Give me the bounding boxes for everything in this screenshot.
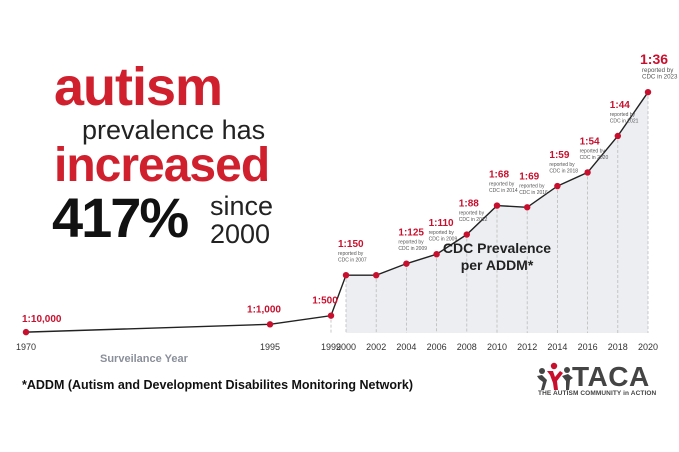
data-note-2008-1: reported by	[459, 211, 485, 217]
data-label-2008: 1:88	[459, 199, 479, 210]
data-note-2016-2: CDC in 2020	[580, 155, 609, 161]
data-note-2018-2: CDC in 2021	[610, 118, 639, 124]
x-tick-2008: 2008	[457, 342, 477, 352]
data-note-2008-2: CDC in 2012	[459, 217, 488, 223]
marker-2000	[342, 271, 350, 279]
marker-1970	[22, 328, 30, 336]
marker-1999	[327, 312, 335, 319]
data-label-2004: 1:125	[398, 228, 424, 239]
data-note-2000-2: CDC in 2007	[338, 258, 367, 264]
data-label-1999: 1:500	[312, 296, 338, 307]
marker-1995	[266, 321, 274, 328]
data-label-2010: 1:68	[489, 170, 509, 181]
footnote: *ADDM (Autism and Development Disabilite…	[22, 378, 414, 392]
data-note-2006-1: reported by	[429, 230, 455, 236]
data-note-2004-2: CDC in 2009	[398, 246, 427, 252]
headline-prevalence-has: prevalence has	[82, 115, 266, 145]
data-note-2018-1: reported by	[610, 112, 636, 118]
x-tick-2020: 2020	[638, 342, 658, 352]
data-note-2006-2: CDC in 2009	[429, 237, 458, 243]
x-tick-2000: 2000	[336, 342, 356, 352]
headline-year: 2000	[210, 219, 271, 250]
data-label-1995: 1:1,000	[247, 304, 281, 315]
data-label-1970: 1:10,000	[22, 314, 62, 325]
marker-2002	[373, 271, 380, 279]
prevalence-area	[346, 92, 648, 334]
data-label-2006: 1:110	[429, 218, 454, 229]
marker-2020	[644, 88, 652, 96]
data-label-2000: 1:150	[338, 239, 364, 250]
x-tick-1970: 1970	[16, 342, 36, 352]
data-note-2020-2: CDC in 2023	[642, 74, 678, 81]
data-note-2000-1: reported by	[338, 251, 364, 257]
data-note-2014-2: CDC in 2018	[549, 169, 578, 175]
x-tick-1995: 1995	[260, 342, 280, 352]
marker-2010	[493, 202, 501, 209]
x-tick-2006: 2006	[427, 342, 447, 352]
marker-2008	[463, 231, 470, 238]
marker-2016	[584, 169, 591, 176]
chart-title-line-1: CDC Prevalence	[443, 240, 551, 256]
data-note-2016-1: reported by	[580, 148, 606, 154]
data-note-2014-1: reported by	[549, 162, 575, 168]
x-tick-2018: 2018	[608, 342, 628, 352]
headline-percent: 417%	[52, 186, 189, 249]
taca-logo: TACA THE AUTISM COMMUNITY in ACTION	[536, 362, 671, 402]
data-note-2012-1: reported by	[519, 183, 545, 189]
marker-2018	[614, 132, 621, 140]
data-note-2004-1: reported by	[398, 240, 424, 246]
x-tick-2014: 2014	[547, 342, 567, 352]
x-tick-2016: 2016	[578, 342, 598, 352]
data-label-2020: 1:36	[640, 51, 668, 67]
data-label-2018: 1:44	[610, 100, 630, 111]
data-label-2012: 1:69	[519, 171, 539, 182]
marker-2004	[403, 260, 410, 267]
x-tick-2012: 2012	[517, 342, 537, 352]
data-label-2016: 1:54	[580, 136, 600, 147]
data-note-2010-1: reported by	[489, 182, 515, 188]
headline-since-2000: since 2000	[210, 192, 273, 249]
marker-2014	[554, 182, 561, 190]
headline-autism: autism	[54, 57, 223, 117]
x-axis-label: Surveilance Year	[100, 353, 189, 365]
data-note-2010-2: CDC in 2014	[489, 188, 518, 194]
logo-name: TACA	[572, 361, 650, 392]
data-label-2014: 1:59	[549, 150, 569, 161]
x-tick-2004: 2004	[396, 342, 416, 352]
chart-title-line-2: per ADDM*	[461, 257, 534, 273]
headline-increased: increased	[54, 139, 270, 192]
x-tick-1999: 1999	[321, 342, 341, 352]
x-tick-2002: 2002	[366, 342, 386, 352]
x-tick-2010: 2010	[487, 342, 507, 352]
headline-since: since	[210, 191, 274, 221]
data-note-2012-2: CDC in 2016	[519, 190, 548, 196]
logo-tagline: THE AUTISM COMMUNITY in ACTION	[538, 390, 657, 397]
data-note-2020-1: reported by	[642, 67, 674, 74]
prevalence-line	[25, 91, 649, 333]
marker-2012	[524, 204, 531, 211]
people-group-icon	[537, 362, 573, 390]
marker-2006	[433, 250, 440, 258]
headline: autism prevalence has increased 417% sin…	[0, 0, 340, 260]
